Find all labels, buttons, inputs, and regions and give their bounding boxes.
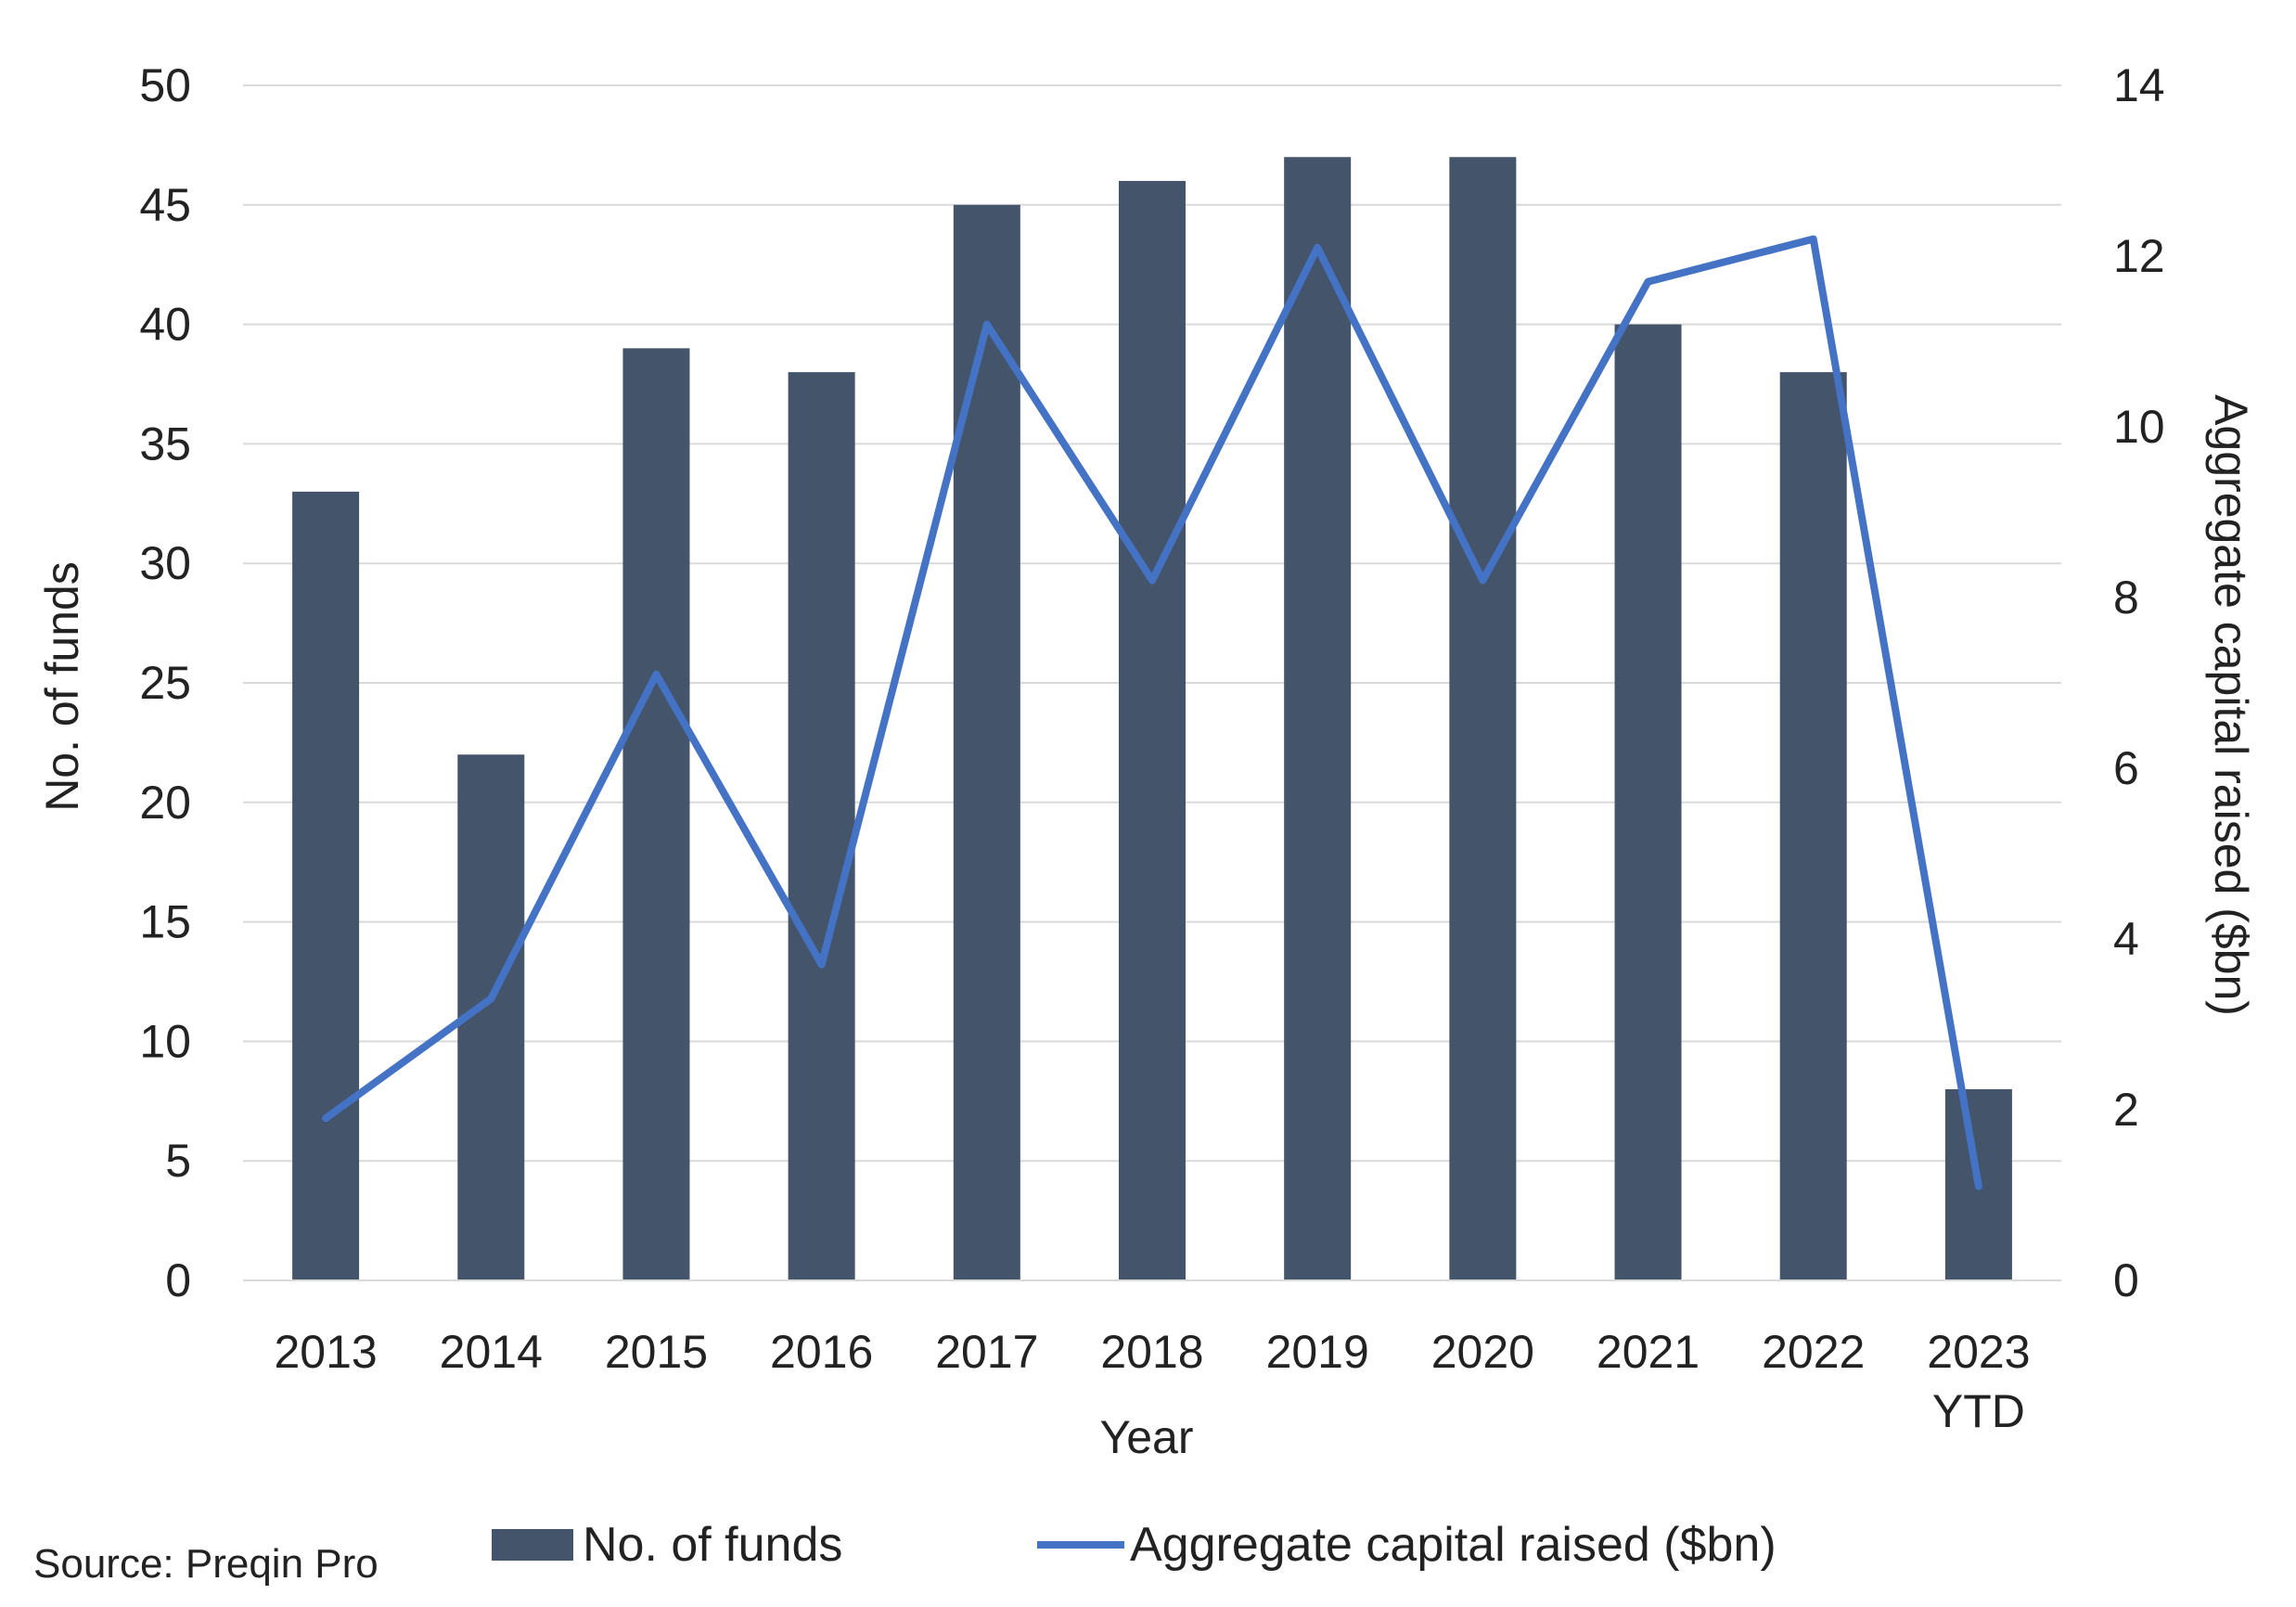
bar bbox=[953, 204, 1020, 1280]
line-point bbox=[1812, 238, 1815, 240]
bar-series-no-of-funds bbox=[292, 157, 2012, 1281]
right-y-tick-label: 2 bbox=[2113, 1084, 2139, 1136]
line-point bbox=[1316, 246, 1319, 249]
right-y-tick-label: 4 bbox=[2113, 913, 2139, 965]
bar bbox=[1614, 324, 1682, 1281]
left-y-tick-label: 50 bbox=[139, 59, 191, 111]
line-point bbox=[985, 323, 988, 326]
line-point bbox=[655, 673, 658, 675]
left-y-axis: 0 5 10 15 20 25 30 35 40 45 50 bbox=[139, 59, 191, 1306]
left-y-axis-title: No. of funds bbox=[36, 561, 88, 812]
left-y-tick-label: 35 bbox=[139, 418, 191, 469]
x-tick-label: 2014 bbox=[440, 1326, 543, 1378]
right-y-tick-label: 10 bbox=[2113, 401, 2165, 453]
left-y-tick-label: 10 bbox=[139, 1015, 191, 1067]
left-y-tick-label: 45 bbox=[139, 179, 191, 231]
right-y-axis: 0 2 4 6 8 10 12 14 bbox=[2113, 59, 2165, 1306]
line-point bbox=[1151, 579, 1153, 582]
legend-label-no-of-funds: No. of funds bbox=[583, 1518, 842, 1572]
right-y-axis-title: Aggregate capital raised ($bn) bbox=[2205, 394, 2257, 1016]
line-point bbox=[1977, 1185, 1980, 1188]
x-axis-title: Year bbox=[1099, 1411, 1193, 1463]
x-tick-label: 2019 bbox=[1266, 1326, 1369, 1378]
x-tick-label: 2021 bbox=[1597, 1326, 1700, 1378]
right-y-tick-label: 0 bbox=[2113, 1254, 2139, 1306]
left-y-tick-label: 25 bbox=[139, 657, 191, 709]
x-tick-label: 2015 bbox=[605, 1326, 708, 1378]
bar bbox=[1449, 157, 1517, 1280]
line-point bbox=[1481, 579, 1484, 582]
x-tick-label: 2013 bbox=[274, 1326, 377, 1378]
line-point bbox=[820, 963, 823, 966]
legend: No. of funds Aggregate capital raised ($… bbox=[492, 1518, 1777, 1572]
right-y-tick-label: 6 bbox=[2113, 742, 2139, 794]
x-tick-label: 2022 bbox=[1762, 1326, 1865, 1378]
left-y-tick-label: 40 bbox=[139, 299, 191, 351]
x-tick-label: 2017 bbox=[935, 1326, 1038, 1378]
x-tick-label: 2020 bbox=[1431, 1326, 1534, 1378]
legend-label-aggregate-capital: Aggregate capital raised ($bn) bbox=[1130, 1518, 1777, 1572]
line-point bbox=[1647, 280, 1649, 283]
legend-swatch-no-of-funds bbox=[492, 1529, 573, 1561]
x-tick-label: 2018 bbox=[1100, 1326, 1203, 1378]
line-point bbox=[490, 997, 493, 1000]
line-series-aggregate-capital bbox=[322, 235, 1982, 1190]
left-y-tick-label: 15 bbox=[139, 896, 191, 948]
x-tick-label: 2023 YTD bbox=[1927, 1326, 2030, 1437]
x-tick-label: 2016 bbox=[770, 1326, 873, 1378]
left-y-tick-label: 30 bbox=[139, 537, 191, 589]
right-y-tick-label: 12 bbox=[2113, 230, 2165, 282]
bar bbox=[1284, 157, 1352, 1280]
bar bbox=[292, 491, 360, 1280]
bar bbox=[788, 372, 855, 1280]
bar bbox=[1779, 372, 1847, 1280]
left-y-tick-label: 0 bbox=[165, 1254, 191, 1306]
x-axis: 2013 2014 2015 2016 2017 2018 2019 2020 2021 2022… bbox=[243, 1279, 2061, 1437]
right-y-tick-label: 8 bbox=[2113, 572, 2139, 624]
left-y-tick-label: 5 bbox=[165, 1135, 191, 1187]
left-y-tick-label: 20 bbox=[139, 777, 191, 829]
line-point bbox=[325, 1117, 327, 1120]
right-y-tick-label: 14 bbox=[2113, 59, 2165, 111]
bar bbox=[1119, 181, 1186, 1280]
source-note: Source: Preqin Pro bbox=[33, 1541, 378, 1587]
bar bbox=[622, 348, 690, 1280]
